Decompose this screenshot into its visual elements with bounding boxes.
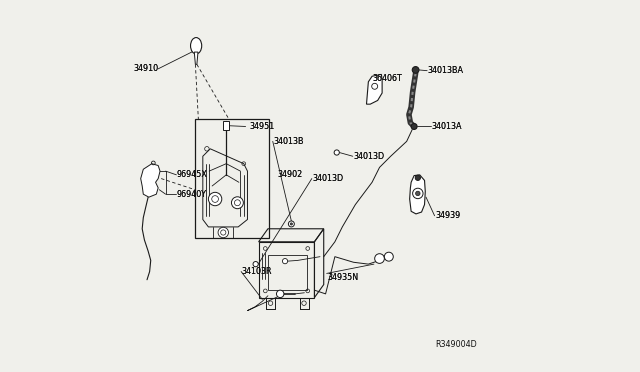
Text: 34939: 34939	[435, 211, 461, 220]
Bar	[259, 242, 314, 298]
Circle shape	[291, 223, 292, 225]
Circle shape	[374, 254, 385, 263]
Circle shape	[415, 191, 420, 196]
Text: 34939: 34939	[435, 211, 461, 220]
Text: 34013D: 34013D	[353, 152, 385, 161]
Text: 34935N: 34935N	[328, 273, 358, 282]
Bar	[268, 255, 307, 290]
Polygon shape	[141, 164, 160, 197]
Text: 34910: 34910	[133, 64, 158, 73]
Circle shape	[412, 67, 419, 73]
Circle shape	[282, 259, 287, 264]
Text: 34013A: 34013A	[431, 122, 462, 131]
Text: 34013BA: 34013BA	[428, 66, 464, 75]
Text: 34935N: 34935N	[328, 273, 358, 282]
Circle shape	[411, 124, 417, 129]
Text: 34013B: 34013B	[273, 137, 304, 146]
Text: 34013D: 34013D	[312, 174, 344, 183]
Text: 34013D: 34013D	[312, 174, 344, 183]
Circle shape	[334, 150, 339, 155]
Text: 34910: 34910	[133, 64, 158, 73]
Circle shape	[289, 221, 294, 227]
Text: 36406T: 36406T	[372, 74, 402, 83]
Text: 96945X: 96945X	[177, 170, 207, 179]
Text: 96940Y: 96940Y	[177, 190, 207, 199]
Text: 34951: 34951	[250, 122, 275, 131]
Bar	[195, 119, 269, 238]
Text: R349004D: R349004D	[435, 340, 477, 349]
Text: 34951: 34951	[250, 122, 275, 131]
Circle shape	[253, 262, 259, 267]
Circle shape	[232, 197, 243, 209]
Text: 34902: 34902	[277, 170, 303, 179]
Bar	[223, 121, 229, 130]
Text: 34013B: 34013B	[273, 137, 304, 146]
Text: 96940Y: 96940Y	[177, 190, 207, 199]
Polygon shape	[195, 52, 198, 64]
Polygon shape	[367, 74, 382, 104]
Text: 34103R: 34103R	[242, 267, 273, 276]
Circle shape	[385, 252, 394, 261]
Circle shape	[218, 227, 228, 238]
Text: 96945X: 96945X	[177, 170, 207, 179]
Polygon shape	[410, 175, 425, 214]
Text: 34013A: 34013A	[431, 122, 462, 131]
Circle shape	[415, 175, 420, 180]
Circle shape	[209, 192, 222, 206]
Text: 34013D: 34013D	[353, 152, 385, 161]
Text: 34013BA: 34013BA	[428, 66, 464, 75]
Text: 36406T: 36406T	[372, 74, 402, 83]
Ellipse shape	[191, 38, 202, 54]
Text: 34902: 34902	[277, 170, 303, 179]
Circle shape	[413, 188, 423, 199]
Text: 34103R: 34103R	[242, 267, 273, 276]
Circle shape	[276, 290, 284, 298]
